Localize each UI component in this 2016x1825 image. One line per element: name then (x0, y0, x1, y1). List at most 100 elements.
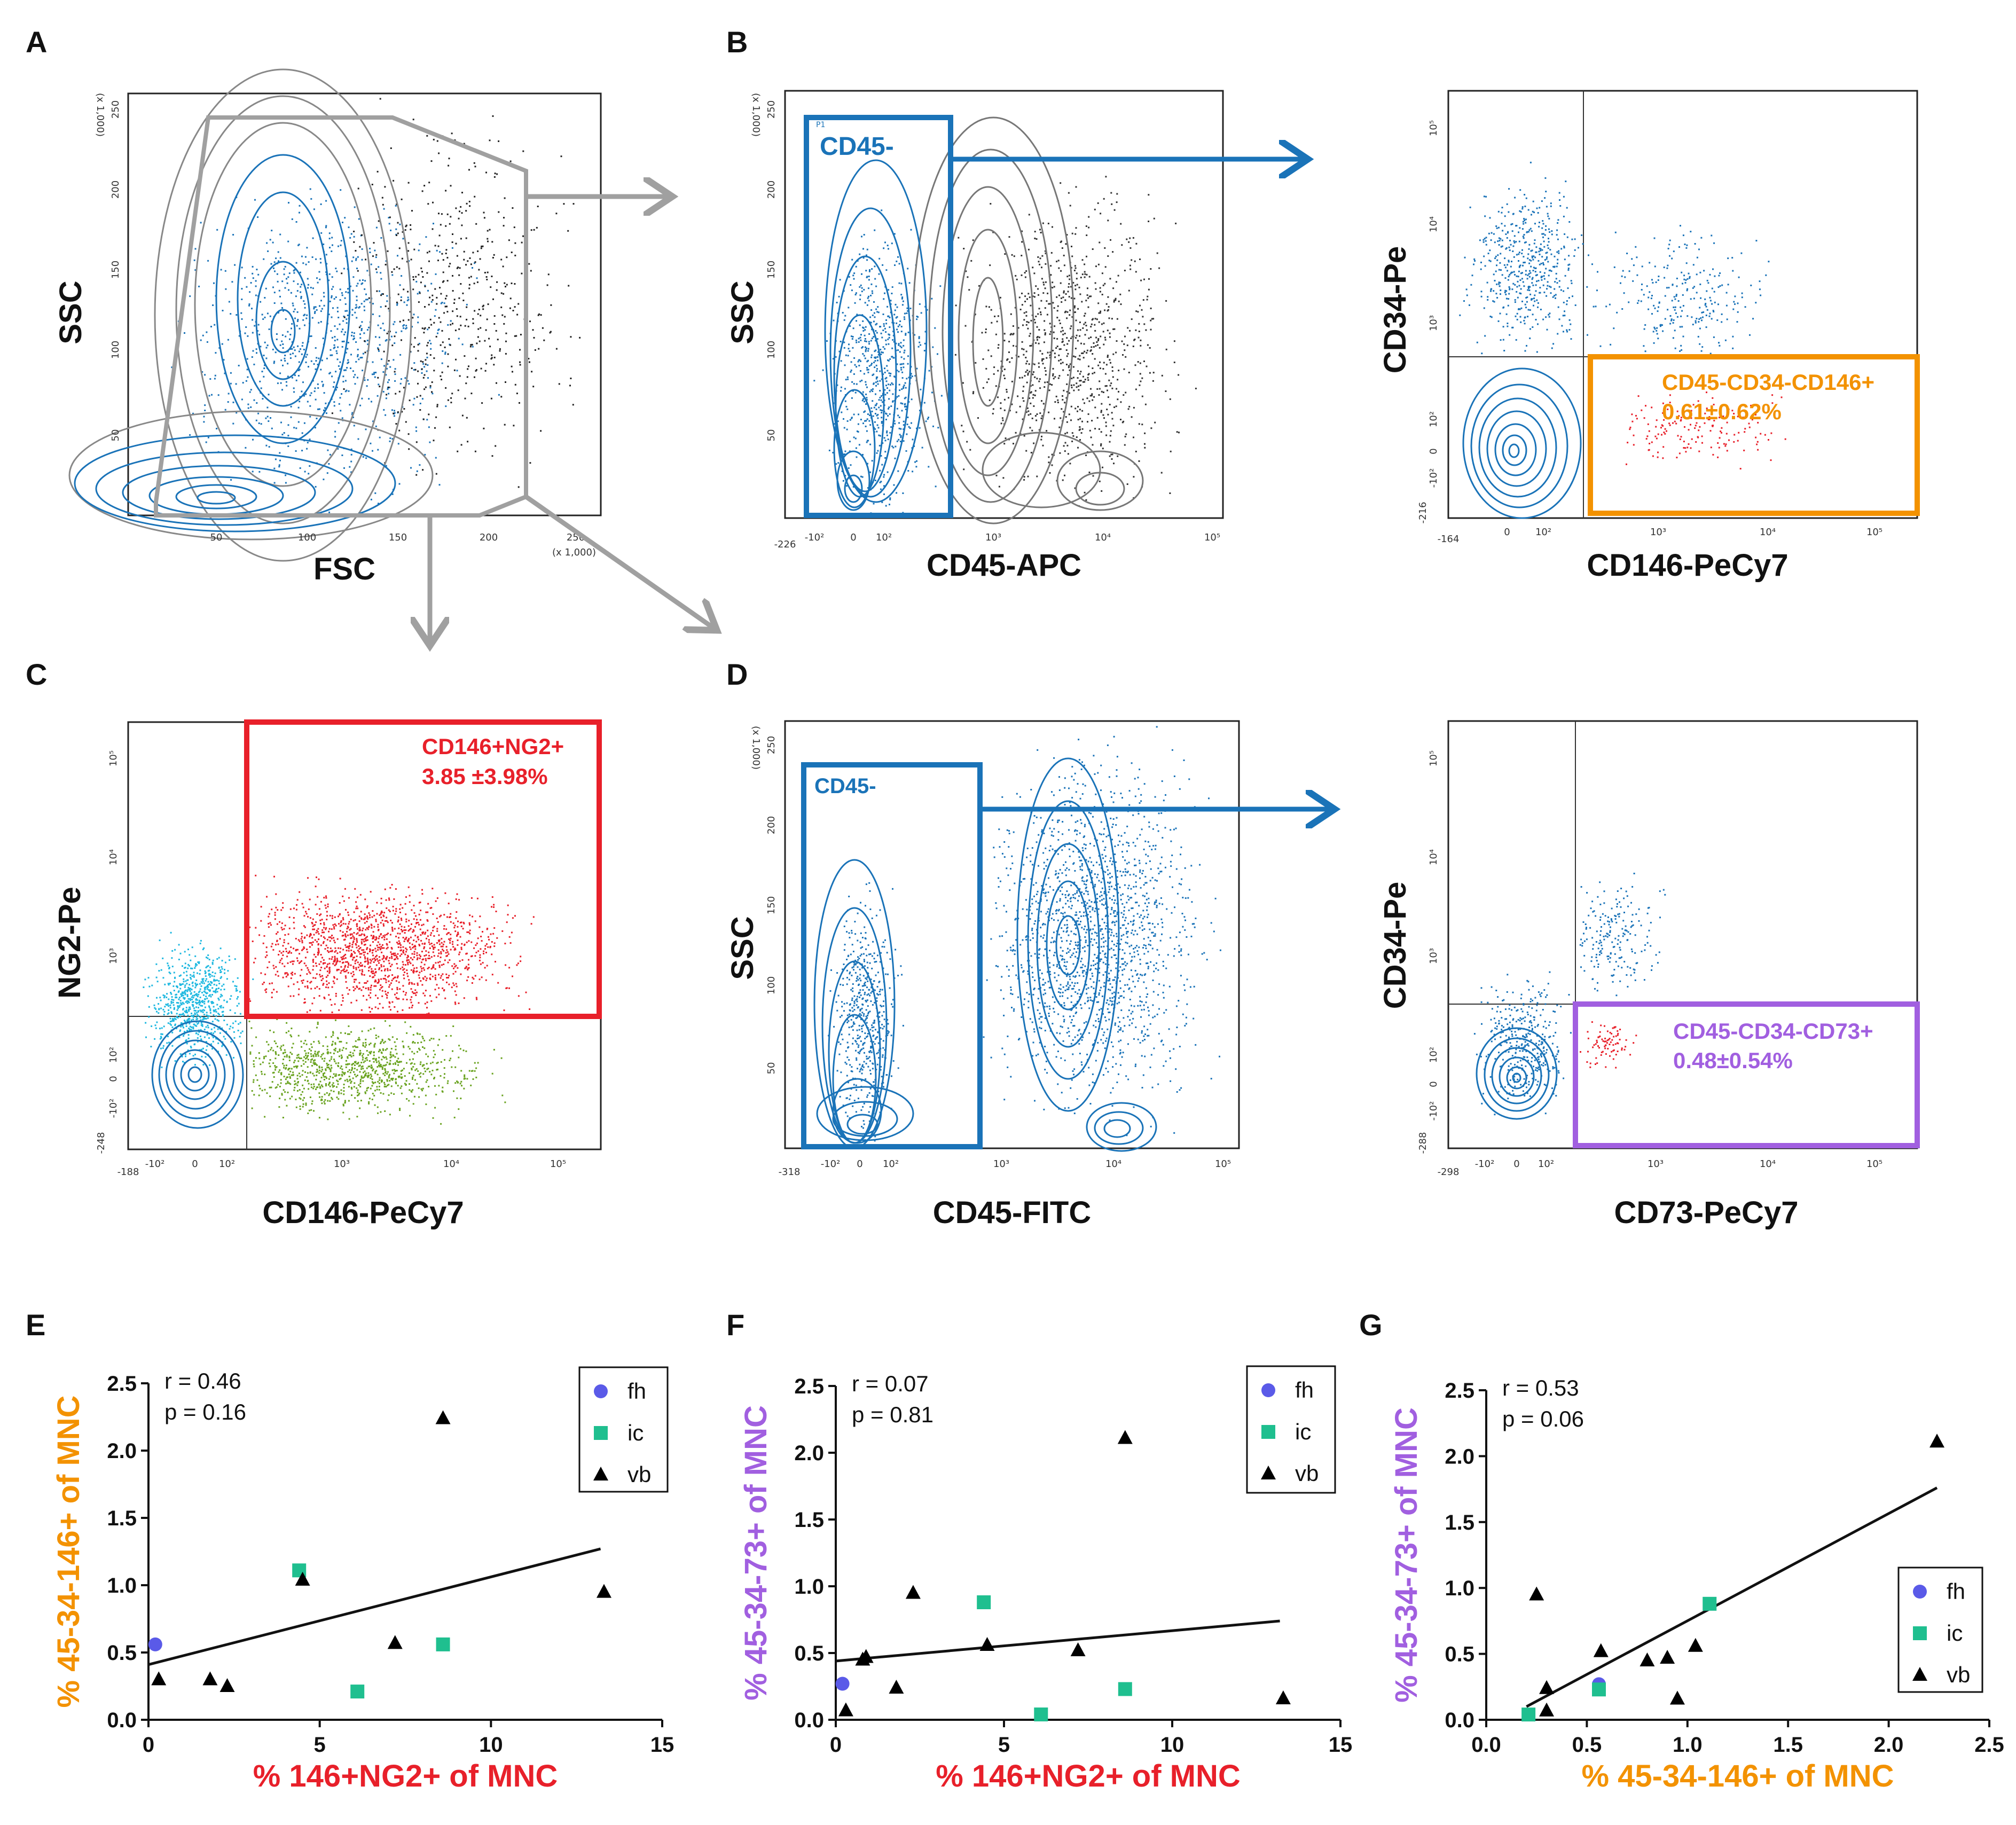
event-dot (954, 354, 956, 356)
event-dot (1146, 365, 1148, 367)
event-dot (1135, 242, 1138, 245)
event-dot (968, 289, 970, 291)
event-dot (397, 293, 399, 295)
event-dot (183, 1027, 185, 1029)
event-dot (1038, 336, 1040, 339)
event-dot (252, 471, 254, 473)
event-dot (1691, 316, 1693, 318)
event-dot (1507, 231, 1509, 233)
event-dot (429, 354, 432, 356)
event-dot (1008, 236, 1010, 238)
event-dot (386, 994, 388, 997)
event-dot (1141, 424, 1143, 426)
event-dot (309, 394, 311, 396)
event-dot (1485, 195, 1487, 198)
event-dot (365, 259, 367, 261)
event-dot (278, 466, 280, 468)
event-dot (485, 276, 488, 278)
event-dot (534, 349, 536, 351)
event-dot (1090, 436, 1092, 438)
event-dot (1103, 198, 1105, 200)
event-dot (1068, 365, 1070, 367)
event-dot (1697, 335, 1699, 338)
event-dot (1495, 293, 1497, 295)
event-dot (1532, 277, 1534, 279)
event-dot (460, 206, 462, 208)
event-dot (423, 374, 426, 376)
event-dot (1544, 259, 1546, 261)
event-dot (880, 405, 882, 407)
flow-panel-b1: P1 CD45- -226 -10² 0 10² 10³ 10⁴ 10⁵ 50 … (725, 90, 1303, 583)
event-dot (176, 997, 178, 999)
event-dot (1113, 328, 1116, 330)
event-dot (399, 320, 401, 323)
event-dot (867, 359, 869, 362)
event-dot (325, 271, 327, 273)
event-dot (214, 980, 216, 982)
event-dot (379, 344, 381, 346)
event-dot (1520, 211, 1522, 213)
event-dot (1002, 419, 1004, 421)
event-dot (440, 344, 442, 346)
event-dot (375, 937, 378, 939)
event-dot (483, 953, 484, 954)
event-dot (478, 340, 481, 342)
event-dot (1518, 285, 1520, 287)
event-dot (295, 262, 297, 264)
event-dot (532, 386, 535, 388)
event-dot (1484, 265, 1486, 267)
event-dot (442, 350, 444, 352)
event-dot (271, 427, 273, 429)
event-dot (872, 400, 874, 402)
event-dot (415, 967, 418, 969)
event-dot (877, 450, 879, 452)
event-dot (187, 949, 189, 951)
event-dot (187, 1008, 190, 1011)
event-dot (381, 937, 383, 938)
event-dot (850, 361, 852, 363)
gate-rect-b2[interactable] (1588, 354, 1920, 516)
event-dot (1505, 313, 1508, 315)
event-dot (372, 314, 374, 315)
gate-rect-b1[interactable] (804, 115, 953, 518)
event-dot (196, 999, 198, 1001)
event-dot (1521, 253, 1523, 255)
event-dot (874, 356, 876, 358)
event-dot (879, 396, 881, 398)
event-dot (1680, 306, 1682, 308)
event-dot (1504, 225, 1506, 227)
event-dot (916, 427, 917, 429)
event-dot (1109, 441, 1111, 443)
event-dot (456, 255, 458, 257)
event-dot (491, 276, 493, 277)
panel-letter-c: C (26, 657, 47, 691)
event-dot (1688, 443, 1690, 445)
event-dot (322, 385, 324, 387)
event-dot (320, 923, 321, 925)
event-dot (888, 289, 890, 291)
event-dot (890, 300, 892, 302)
event-dot (1741, 292, 1743, 294)
event-dot (1015, 275, 1017, 277)
event-dot (1085, 325, 1087, 327)
x-tick: 10⁴ (1760, 527, 1776, 538)
event-dot (1053, 337, 1055, 339)
event-dot (341, 272, 343, 275)
event-dot (911, 422, 912, 424)
event-dot (505, 353, 507, 355)
event-dot (1520, 293, 1522, 295)
event-dot (900, 367, 902, 369)
y-scale-note: (x 1,000) (95, 93, 106, 137)
event-dot (1041, 278, 1043, 280)
event-dot (1120, 419, 1121, 420)
event-dot (1077, 358, 1079, 360)
event-dot (1483, 307, 1485, 309)
event-dot (875, 356, 877, 358)
event-dot (1104, 283, 1106, 285)
event-dot (1047, 292, 1049, 294)
event-dot (1550, 292, 1552, 294)
event-dot (1519, 316, 1521, 318)
event-dot (182, 1061, 184, 1063)
event-dot (907, 331, 909, 333)
event-dot (896, 370, 898, 372)
